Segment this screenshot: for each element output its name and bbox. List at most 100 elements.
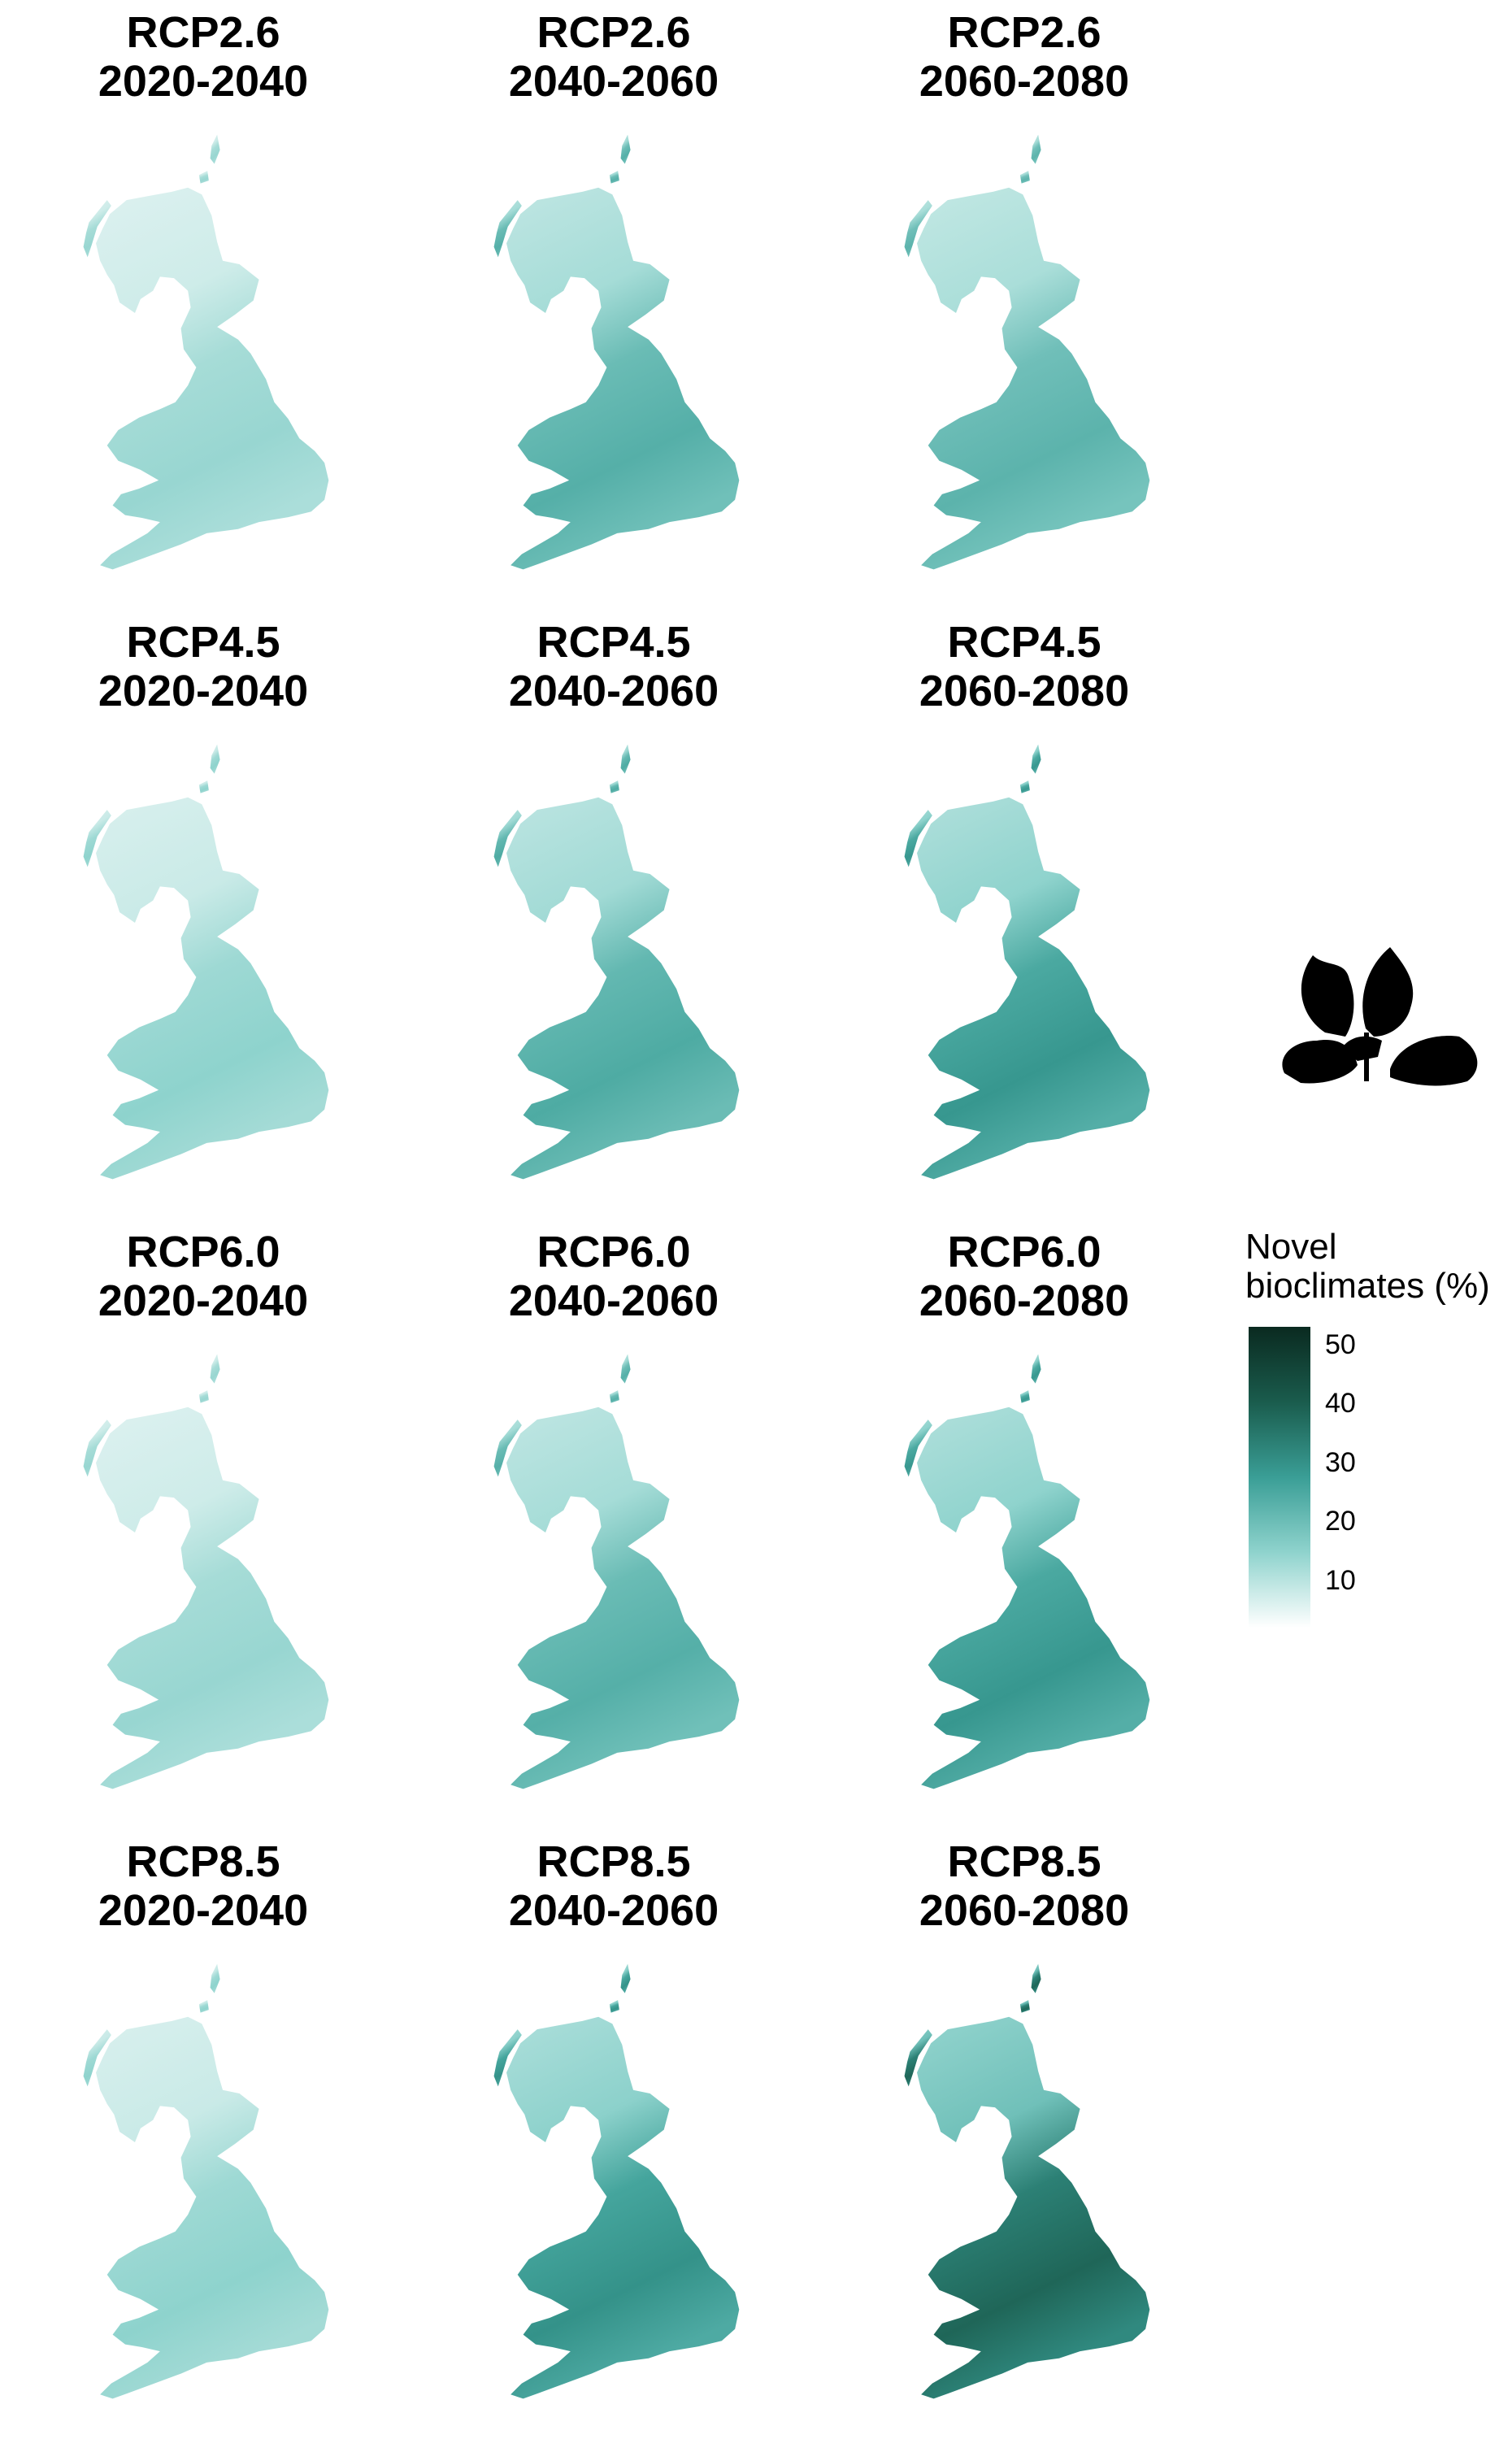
- orkney-landmass: [1019, 1390, 1030, 1403]
- gb-landmass: [506, 1406, 740, 1789]
- shetland-landmass: [210, 1963, 220, 1993]
- map-panel: RCP6.0 2020-2040: [0, 1220, 406, 1829]
- panel-period: 2060-2080: [919, 1276, 1130, 1325]
- panel-title: RCP4.5 2060-2080: [821, 618, 1227, 715]
- panel-scenario: RCP4.5: [537, 618, 691, 667]
- map-panel: RCP6.0 2060-2080: [821, 1220, 1227, 1829]
- gb-map: [83, 1963, 329, 2399]
- panel-title: RCP8.5 2020-2040: [0, 1837, 406, 1935]
- panel-scenario: RCP4.5: [947, 618, 1101, 667]
- legend-tick-label: 50: [1325, 1328, 1356, 1360]
- gb-map: [493, 134, 740, 570]
- map-panel: RCP4.5 2040-2060: [411, 610, 817, 1220]
- legend-tick-mark: [1310, 1520, 1320, 1523]
- legend-colorbar: [1249, 1327, 1310, 1628]
- panel-period: 2060-2080: [919, 667, 1130, 715]
- shetland-landmass: [620, 1963, 631, 1993]
- panel-scenario: RCP6.0: [126, 1228, 280, 1276]
- panel-scenario: RCP8.5: [126, 1837, 280, 1886]
- orkney-landmass: [198, 780, 209, 793]
- orkney-landmass: [609, 171, 619, 184]
- shetland-landmass: [210, 1354, 220, 1384]
- panel-period: 2040-2060: [508, 1886, 719, 1935]
- panel-title: RCP2.6 2060-2080: [821, 8, 1227, 106]
- orkney-landmass: [198, 2000, 209, 2013]
- oak-leaves-icon: [1282, 947, 1478, 1086]
- map-panel: RCP4.5 2020-2040: [0, 610, 406, 1220]
- map-panel: RCP2.6 2060-2080: [821, 0, 1227, 610]
- panel-scenario: RCP4.5: [126, 618, 280, 667]
- gb-landmass: [96, 797, 329, 1180]
- shetland-landmass: [1031, 134, 1041, 164]
- panel-period: 2020-2040: [98, 667, 309, 715]
- orkney-landmass: [609, 2000, 619, 2013]
- map-panel: RCP2.6 2020-2040: [0, 0, 406, 610]
- shetland-landmass: [620, 1354, 631, 1384]
- orkney-landmass: [1019, 2000, 1030, 2013]
- gb-map: [83, 1354, 329, 1789]
- panel-title: RCP4.5 2020-2040: [0, 618, 406, 715]
- gb-map: [904, 744, 1150, 1180]
- shetland-landmass: [620, 134, 631, 164]
- orkney-landmass: [1019, 780, 1030, 793]
- legend-tick-label: 10: [1325, 1564, 1356, 1596]
- panel-title: RCP2.6 2040-2060: [411, 8, 817, 106]
- gb-landmass: [917, 1406, 1150, 1789]
- map-panel: RCP6.0 2040-2060: [411, 1220, 817, 1829]
- legend-tick-label: 40: [1325, 1388, 1356, 1419]
- panel-title: RCP8.5 2060-2080: [821, 1837, 1227, 1935]
- map-panel: RCP8.5 2060-2080: [821, 1829, 1227, 2439]
- gb-landmass: [506, 797, 740, 1180]
- panel-period: 2060-2080: [919, 1886, 1130, 1935]
- panel-scenario: RCP6.0: [947, 1228, 1101, 1276]
- panel-title: RCP2.6 2020-2040: [0, 8, 406, 106]
- orkney-landmass: [609, 1390, 619, 1403]
- orkney-landmass: [1019, 171, 1030, 184]
- panel-title: RCP4.5 2040-2060: [411, 618, 817, 715]
- panel-period: 2060-2080: [919, 57, 1130, 106]
- gb-map: [83, 134, 329, 570]
- panel-scenario: RCP2.6: [537, 8, 691, 57]
- gb-landmass: [96, 1406, 329, 1789]
- panel-period: 2040-2060: [508, 57, 719, 106]
- legend-tick-label: 30: [1325, 1446, 1356, 1478]
- gb-map: [904, 1963, 1150, 2399]
- legend-title-line1: Novel: [1245, 1227, 1337, 1267]
- gb-map: [83, 744, 329, 1180]
- shetland-landmass: [1031, 744, 1041, 774]
- gb-map: [904, 134, 1150, 570]
- legend-tick-mark: [1310, 1343, 1320, 1346]
- shetland-landmass: [210, 134, 220, 164]
- map-panel: RCP8.5 2020-2040: [0, 1829, 406, 2439]
- panel-scenario: RCP8.5: [537, 1837, 691, 1886]
- gb-landmass: [917, 797, 1150, 1180]
- panel-title: RCP6.0 2040-2060: [411, 1228, 817, 1325]
- legend-title: Novel bioclimates (%): [1245, 1228, 1490, 1306]
- gb-landmass: [506, 187, 740, 570]
- shetland-landmass: [210, 744, 220, 774]
- gb-landmass: [96, 187, 329, 570]
- gb-landmass: [96, 2016, 329, 2399]
- gb-landmass: [917, 2016, 1150, 2399]
- panel-period: 2040-2060: [508, 1276, 719, 1325]
- shetland-landmass: [1031, 1963, 1041, 1993]
- panel-title: RCP6.0 2060-2080: [821, 1228, 1227, 1325]
- map-panel: RCP4.5 2060-2080: [821, 610, 1227, 1220]
- shetland-landmass: [1031, 1354, 1041, 1384]
- map-panel: RCP8.5 2040-2060: [411, 1829, 817, 2439]
- gb-landmass: [506, 2016, 740, 2399]
- gb-map: [493, 744, 740, 1180]
- panel-title: RCP8.5 2040-2060: [411, 1837, 817, 1935]
- panel-scenario: RCP2.6: [947, 8, 1101, 57]
- panel-period: 2020-2040: [98, 1276, 309, 1325]
- panel-period: 2040-2060: [508, 667, 719, 715]
- legend-tick-label: 20: [1325, 1506, 1356, 1537]
- orkney-landmass: [198, 1390, 209, 1403]
- gb-landmass: [917, 187, 1150, 570]
- panel-scenario: RCP6.0: [537, 1228, 691, 1276]
- panel-scenario: RCP2.6: [126, 8, 280, 57]
- gb-map: [904, 1354, 1150, 1789]
- panel-period: 2020-2040: [98, 1886, 309, 1935]
- gb-map: [493, 1354, 740, 1789]
- legend-tick-mark: [1310, 1579, 1320, 1581]
